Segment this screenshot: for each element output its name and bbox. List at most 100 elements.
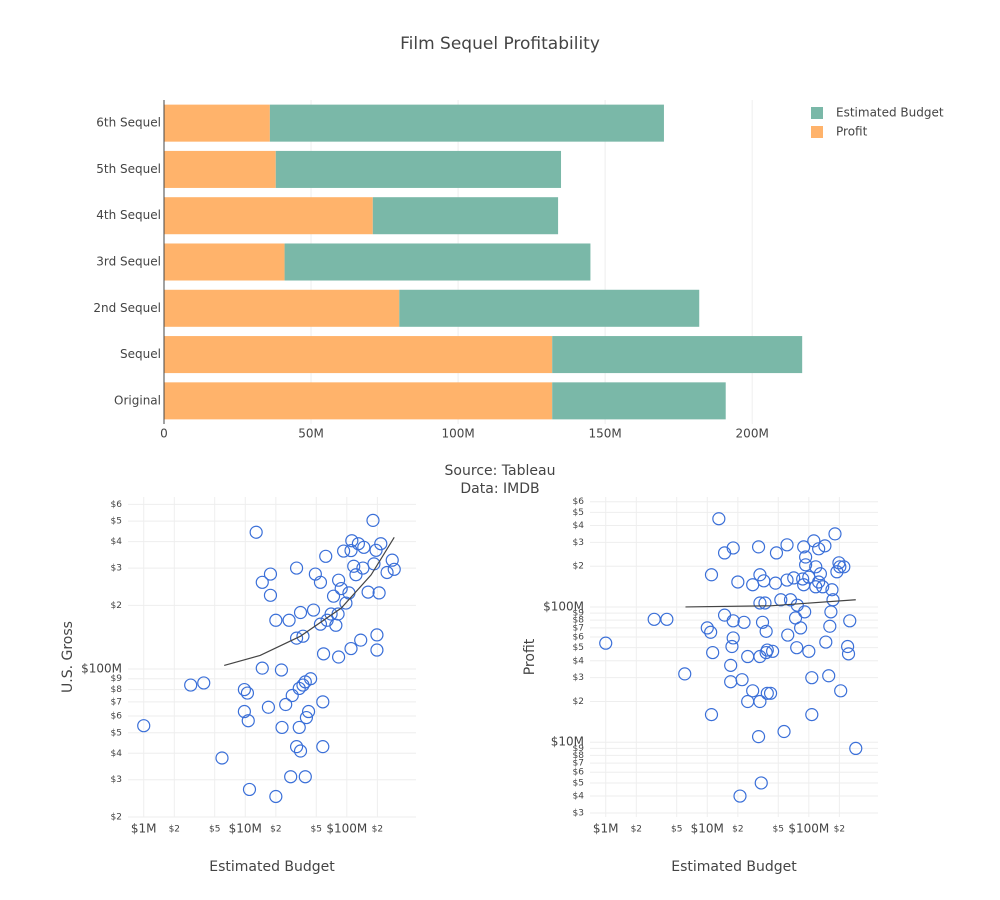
y-tick-label: $9	[573, 744, 585, 754]
y-tick-label: $7	[573, 759, 584, 769]
point	[753, 694, 767, 709]
point	[255, 575, 269, 589]
bar-segment	[275, 150, 562, 188]
bar-segment	[164, 197, 373, 235]
point	[345, 534, 359, 548]
point	[737, 615, 751, 629]
x-tick-label: $5	[671, 825, 682, 835]
point	[700, 621, 714, 635]
point	[319, 549, 333, 563]
legend-swatch	[811, 107, 823, 119]
point	[326, 589, 341, 603]
point	[787, 571, 801, 585]
bar-segment	[164, 104, 270, 142]
point	[731, 575, 745, 589]
y-tick-label: 3rd Sequel	[96, 255, 161, 269]
y-tick-label: $5	[573, 508, 584, 518]
point	[733, 789, 747, 803]
y-tick-label: $2	[573, 562, 584, 572]
point	[285, 688, 299, 703]
annotation: Data: IMDB	[460, 481, 539, 497]
x-tick-label: $5	[209, 825, 220, 835]
point	[334, 581, 348, 596]
point	[289, 631, 304, 645]
y-tick-label: 2nd Sequel	[93, 301, 161, 315]
point	[809, 560, 823, 574]
point	[796, 572, 810, 586]
point	[755, 615, 770, 629]
y-tick-label: $4	[111, 749, 123, 759]
y-tick-label: Sequel	[120, 347, 161, 361]
point	[834, 684, 848, 698]
point	[299, 710, 314, 725]
point	[296, 629, 310, 643]
point	[184, 678, 198, 692]
point	[841, 647, 856, 661]
point	[316, 695, 330, 709]
point	[197, 676, 211, 690]
y-tick-label: $5	[573, 643, 584, 653]
point	[769, 546, 784, 560]
y-tick-label: $5	[573, 778, 584, 788]
x-tick-label: $5	[773, 825, 784, 835]
point	[826, 593, 840, 607]
y-tick-label: $3	[573, 538, 584, 548]
bar-segment	[399, 289, 700, 327]
x-tick-label: $10M	[229, 822, 262, 836]
point	[301, 704, 316, 719]
point	[263, 567, 278, 581]
y-tick-label: $9	[111, 674, 123, 684]
point	[781, 628, 795, 642]
point	[357, 540, 371, 554]
point	[647, 612, 661, 626]
point	[324, 607, 338, 621]
x-tick-label: $2	[372, 825, 383, 835]
point	[242, 782, 257, 797]
point	[704, 625, 718, 639]
y-tick-label: $3	[573, 673, 584, 683]
trend-line	[224, 537, 395, 667]
point	[275, 720, 289, 735]
y-tick-label: $7	[111, 697, 122, 707]
point	[790, 641, 804, 655]
point	[678, 667, 692, 681]
y-tick-label: $6	[573, 497, 585, 507]
point	[849, 741, 863, 756]
point	[274, 663, 289, 677]
point	[292, 720, 306, 735]
y-tick-label: $4	[573, 792, 585, 802]
x-tick-label: 50M	[298, 427, 324, 441]
point	[599, 636, 613, 650]
point	[241, 714, 255, 728]
point	[802, 644, 816, 658]
point	[344, 641, 358, 656]
y-tick-label: $6	[111, 500, 123, 510]
x-tick-label: $1M	[593, 822, 619, 836]
point	[812, 575, 826, 589]
point	[269, 789, 283, 804]
point	[760, 643, 774, 657]
point	[660, 612, 674, 626]
bar-segment	[552, 382, 726, 420]
point	[758, 596, 772, 610]
point	[329, 618, 343, 632]
point	[344, 543, 358, 558]
point	[347, 559, 361, 573]
legend-label: Estimated Budget	[836, 106, 944, 120]
point	[798, 605, 812, 619]
point	[797, 540, 811, 554]
bar-segment	[284, 243, 591, 281]
point	[706, 645, 720, 660]
point	[298, 770, 312, 784]
point	[825, 583, 839, 597]
bar-segment	[164, 150, 276, 188]
point	[279, 697, 293, 712]
y-tick-label: $4	[573, 521, 585, 531]
x-tick-label: $2	[270, 825, 281, 835]
point	[237, 682, 251, 697]
x-tick-label: 150M	[589, 427, 622, 441]
y-tick-label: $10M	[551, 735, 584, 749]
point	[818, 539, 832, 553]
